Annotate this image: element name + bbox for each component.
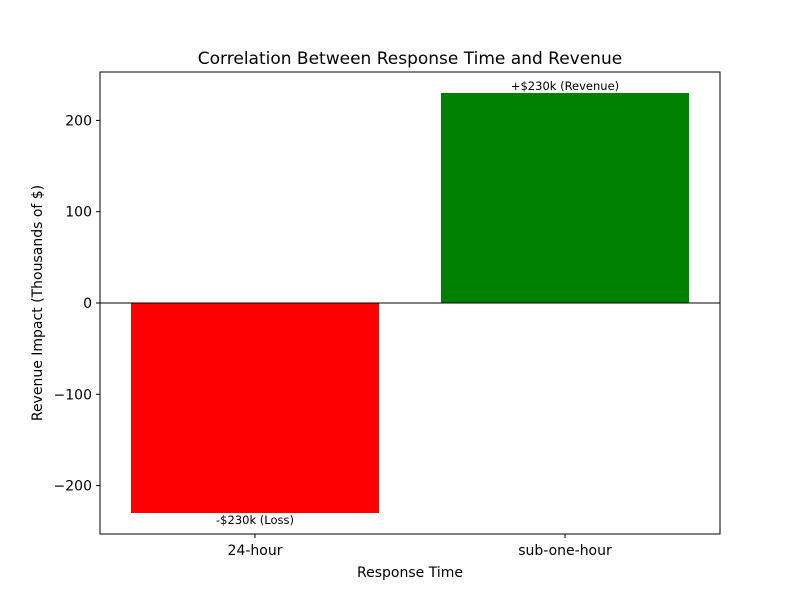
y-tick-label: 0 [83, 296, 92, 312]
y-tick-label: −200 [54, 479, 92, 495]
y-tick-label: −100 [54, 387, 92, 403]
y-tick-label: 200 [65, 113, 92, 129]
x-tick-label: 24-hour [228, 543, 283, 559]
x-tick-label: sub-one-hour [518, 543, 612, 559]
y-tick-label: 100 [65, 205, 92, 221]
bars-layer: -$230k (Loss) +$230k (Revenue) [131, 79, 689, 527]
data-label: +$230k (Revenue) [511, 79, 619, 93]
x-axis-label: Response Time [357, 565, 463, 581]
chart-title: Correlation Between Response Time and Re… [198, 49, 622, 69]
data-label: -$230k (Loss) [216, 513, 294, 527]
bar-sub-one-hour [441, 93, 689, 303]
x-axis: 24-hour sub-one-hour [228, 534, 612, 559]
bar-24-hour [131, 303, 379, 513]
y-axis-label: Revenue Impact (Thousands of $) [30, 185, 46, 421]
y-axis: −200 −100 0 100 200 [54, 113, 100, 495]
